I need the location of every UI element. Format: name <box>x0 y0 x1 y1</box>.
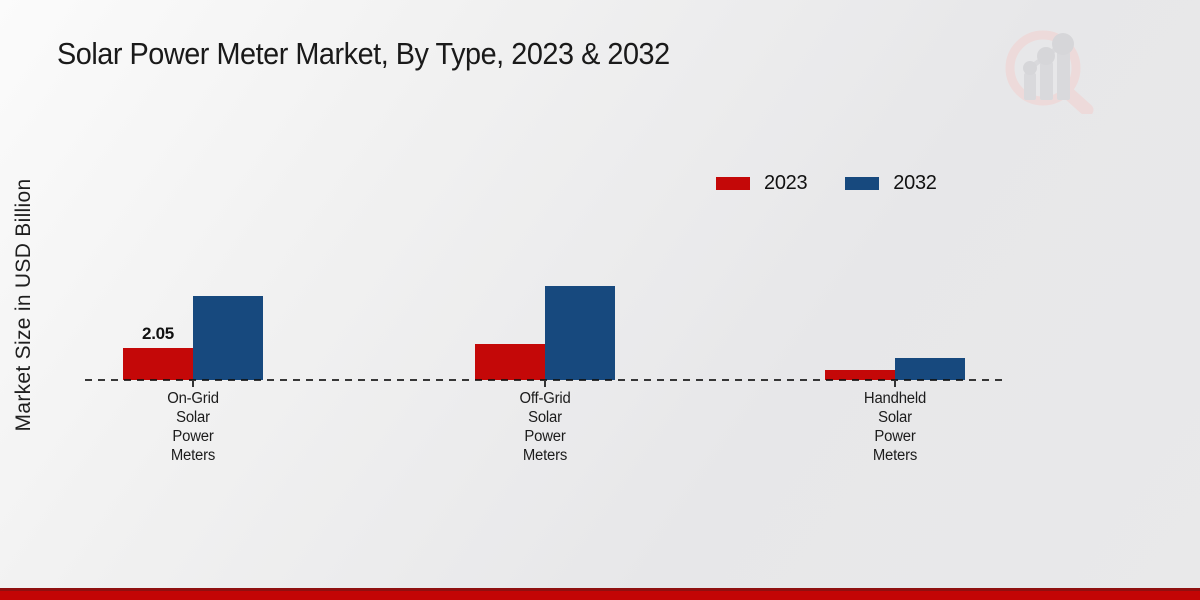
x-axis-baseline <box>85 379 1008 381</box>
mrfr-logo-icon <box>1005 30 1094 114</box>
legend-label-2032: 2032 <box>893 172 937 194</box>
bar-2032-off-grid-solar-power-meters <box>545 286 615 380</box>
bar-2032-on-grid-solar-power-meters <box>193 296 263 380</box>
category-label-handheld-solar-power-meters: Handheld Solar Power Meters <box>863 390 927 464</box>
bar-2023-on-grid-solar-power-meters <box>123 348 193 380</box>
category-tick-on-grid-solar-power-meters <box>192 381 194 387</box>
legend: 2023 2032 <box>716 172 937 195</box>
bar-2023-handheld-solar-power-meters <box>825 370 895 380</box>
category-label-off-grid-solar-power-meters: Off-Grid Solar Power Meters <box>519 390 571 464</box>
bar-2032-handheld-solar-power-meters <box>895 358 965 380</box>
legend-item-2023: 2023 <box>716 172 808 195</box>
legend-swatch-2023 <box>716 177 750 190</box>
value-label-2023-on-grid-solar-power-meters: 2.05 <box>142 324 174 343</box>
page-title: Solar Power Meter Market, By Type, 2023 … <box>57 36 670 71</box>
category-tick-off-grid-solar-power-meters <box>544 381 546 387</box>
legend-label-2023: 2023 <box>764 172 808 194</box>
legend-item-2032: 2032 <box>845 172 937 195</box>
footer-accent-bar <box>0 588 1200 600</box>
bar-2023-off-grid-solar-power-meters <box>475 344 545 380</box>
category-label-on-grid-solar-power-meters: On-Grid Solar Power Meters <box>167 390 219 464</box>
legend-swatch-2032 <box>845 177 880 190</box>
category-tick-handheld-solar-power-meters <box>894 381 896 387</box>
